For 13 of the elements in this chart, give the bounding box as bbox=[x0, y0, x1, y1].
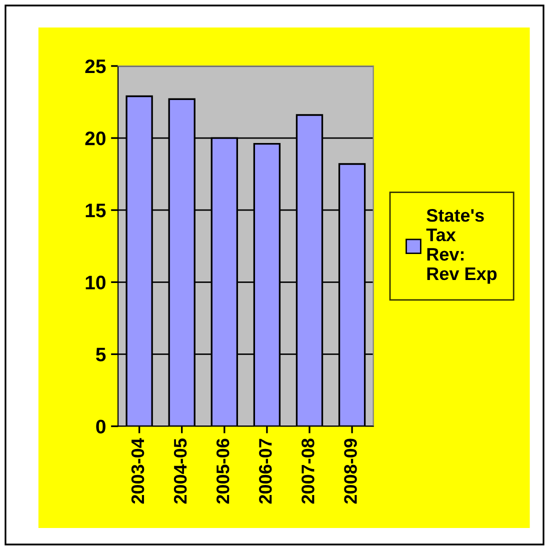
x-tick-label: 2006-07 bbox=[259, 438, 272, 504]
y-tick-label: 15 bbox=[86, 204, 106, 218]
y-tick-label: 0 bbox=[96, 420, 106, 434]
y-tick-label: 20 bbox=[85, 132, 106, 146]
y-tick-label: 25 bbox=[85, 59, 106, 74]
y-tick-label: 10 bbox=[86, 276, 106, 290]
x-tick-label: 2004-05 bbox=[174, 438, 187, 504]
y-tick-label: 5 bbox=[96, 348, 106, 362]
x-tick-label: 2008-09 bbox=[344, 438, 357, 504]
x-tick-label: 2005-06 bbox=[216, 438, 230, 504]
legend-label: State's Tax Rev: Rev Exp bbox=[426, 209, 497, 284]
x-tick-label: 2007-08 bbox=[302, 438, 314, 504]
x-tick-label: 2003-04 bbox=[131, 438, 144, 504]
